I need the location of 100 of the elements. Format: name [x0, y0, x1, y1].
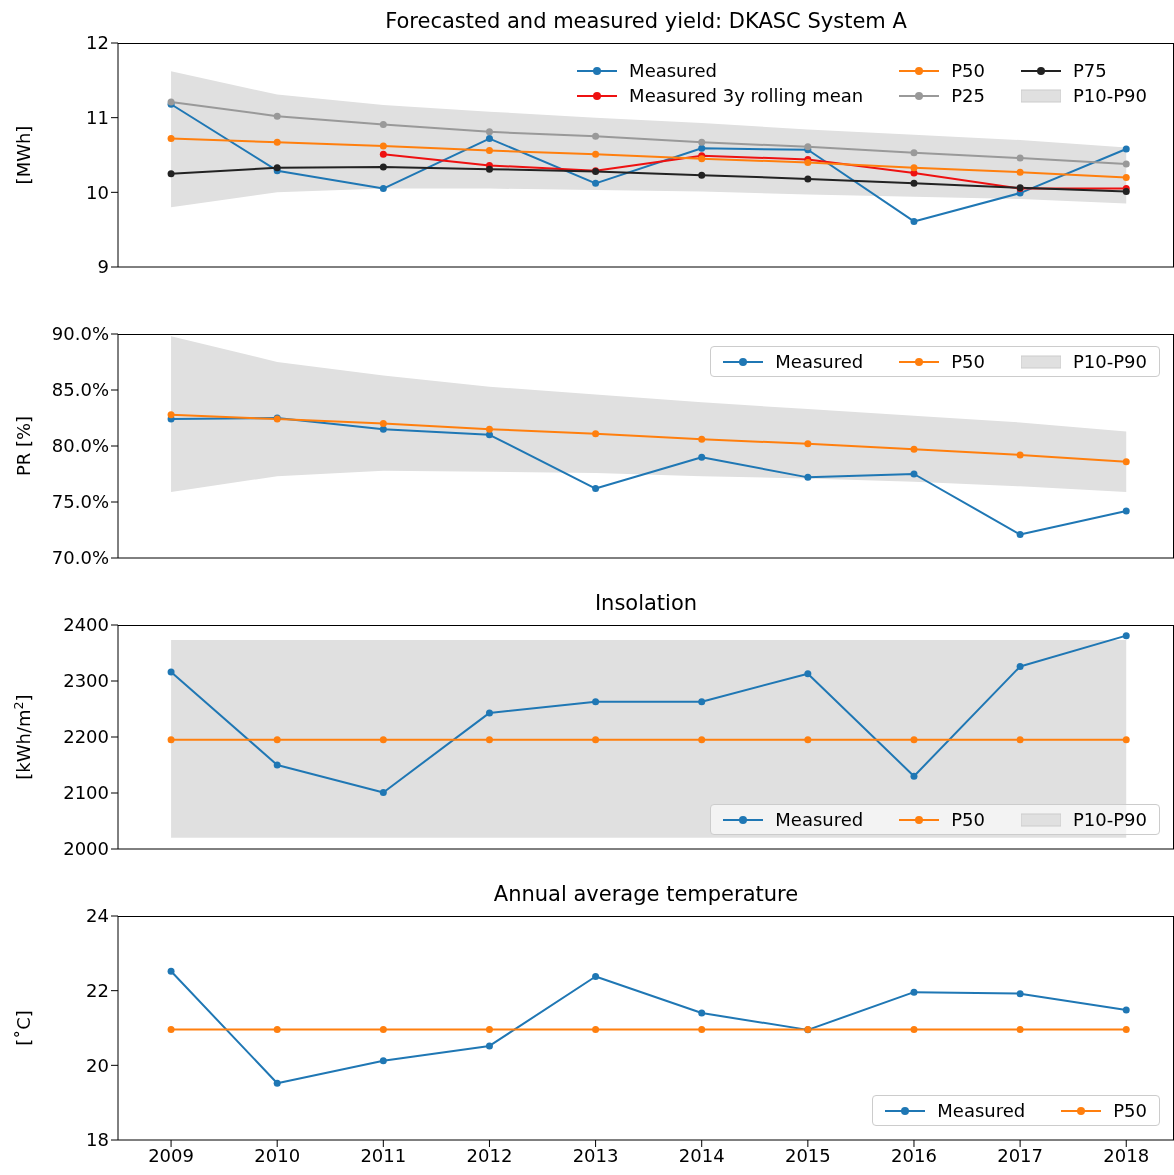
point [1016, 990, 1024, 998]
point [167, 967, 175, 975]
chart-title: Insolation [593, 591, 699, 615]
point [1016, 168, 1024, 176]
point [379, 163, 387, 171]
point [167, 170, 175, 178]
point [485, 1042, 493, 1050]
point [1122, 145, 1130, 153]
point [592, 698, 600, 706]
legend-label: Measured [775, 351, 864, 372]
x-tick-label: 2015 [784, 1144, 831, 1166]
point [698, 453, 706, 461]
x-tick-label: 2011 [360, 1144, 407, 1166]
point [273, 1025, 281, 1033]
y-tick-label: 11 [86, 107, 109, 129]
point [167, 668, 175, 676]
point [1122, 173, 1130, 181]
point [379, 150, 387, 158]
x-tick-label: 2017 [997, 1144, 1044, 1166]
point [1016, 154, 1024, 162]
point [273, 138, 281, 146]
point [273, 736, 281, 744]
point [910, 470, 918, 478]
legend-label: Measured [937, 1100, 1026, 1121]
y-tick-label: 2100 [63, 782, 109, 804]
point [167, 411, 175, 419]
x-tick-label: 2013 [572, 1144, 619, 1166]
point [167, 736, 175, 744]
point [379, 425, 387, 433]
point [1122, 1025, 1130, 1033]
point [910, 149, 918, 157]
point [910, 164, 918, 172]
x-tick-label: 2009 [148, 1144, 194, 1166]
y-tick-label: 90.0% [51, 323, 109, 345]
point [592, 430, 600, 438]
point [485, 425, 493, 433]
point [1122, 507, 1130, 515]
point [698, 698, 706, 706]
point [1122, 632, 1130, 640]
x-tick-label: 2016 [891, 1144, 937, 1166]
point [804, 440, 812, 448]
point [379, 736, 387, 744]
point [1122, 1006, 1130, 1014]
point [592, 1025, 600, 1033]
point [804, 670, 812, 678]
legend-label: P50 [951, 60, 985, 81]
point [379, 420, 387, 428]
point [592, 150, 600, 158]
point [1122, 736, 1130, 744]
legend-label: P75 [1072, 60, 1107, 81]
x-tick-label: 2014 [678, 1144, 725, 1166]
y-tick-label: 22 [86, 980, 109, 1002]
legend-label: P25 [951, 85, 985, 106]
point [698, 435, 706, 443]
point [910, 772, 918, 780]
y-tick-label: 2200 [63, 726, 109, 748]
point [804, 175, 812, 183]
legend-label: P10-P90 [1072, 351, 1147, 372]
point [698, 144, 706, 152]
point [1016, 736, 1024, 744]
y-tick-label: 12 [86, 32, 109, 54]
y-tick-label: 75.0% [51, 491, 109, 513]
y-axis-title: PR [%] [13, 415, 34, 477]
point [698, 138, 706, 146]
point [910, 988, 918, 996]
y-tick-label: 2000 [63, 838, 109, 860]
point [804, 736, 812, 744]
y-tick-label: 2300 [63, 670, 109, 692]
legend-label: P50 [951, 809, 985, 830]
point [485, 709, 493, 717]
point [485, 1025, 493, 1033]
point [698, 736, 706, 744]
point [379, 142, 387, 150]
point [592, 736, 600, 744]
y-axis-title: [MWh] [13, 125, 34, 185]
point [167, 1025, 175, 1033]
legend-label: Measured [775, 809, 864, 830]
y-axis-title: [˚C] [13, 1010, 34, 1046]
point [592, 179, 600, 187]
point [379, 1057, 387, 1065]
point [910, 445, 918, 453]
y-tick-label: 2400 [63, 614, 109, 636]
legend-label: P10-P90 [1072, 85, 1147, 106]
point [804, 473, 812, 481]
point [485, 135, 493, 143]
y-tick-label: 70.0% [51, 547, 109, 569]
point [273, 1079, 281, 1087]
legend-label: P50 [951, 351, 985, 372]
x-tick-label: 2018 [1103, 1144, 1150, 1166]
point [910, 179, 918, 187]
chart-title: Annual average temperature [492, 882, 800, 906]
point [592, 485, 600, 493]
point [379, 788, 387, 796]
point [1122, 458, 1130, 466]
legend-label: Measured 3y rolling mean [629, 85, 864, 106]
point [167, 135, 175, 143]
point [592, 972, 600, 980]
y-tick-label: 24 [86, 905, 109, 927]
point [379, 1025, 387, 1033]
legend-label: P50 [1113, 1100, 1147, 1121]
